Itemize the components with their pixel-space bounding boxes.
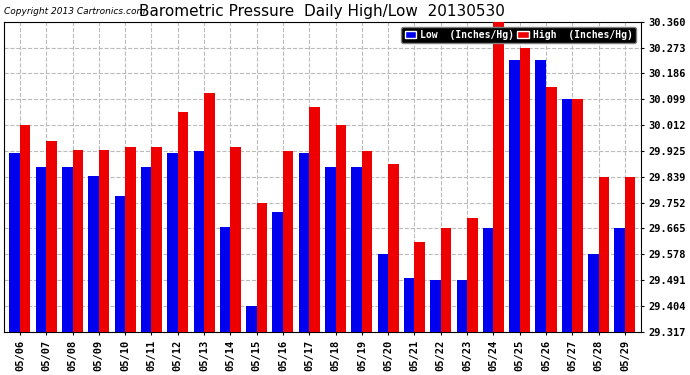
Bar	[178, 112, 188, 332]
Bar	[404, 278, 415, 332]
Text: Copyright 2013 Cartronics.com: Copyright 2013 Cartronics.com	[4, 6, 146, 15]
Bar	[99, 150, 110, 332]
Bar	[257, 202, 267, 332]
Title: Barometric Pressure  Daily High/Low  20130530: Barometric Pressure Daily High/Low 20130…	[139, 4, 505, 19]
Bar	[299, 153, 309, 332]
Bar	[351, 168, 362, 332]
Bar	[204, 93, 215, 332]
Bar	[88, 176, 99, 332]
Bar	[572, 99, 583, 332]
Bar	[588, 254, 599, 332]
Bar	[283, 151, 293, 332]
Bar	[625, 177, 635, 332]
Bar	[614, 228, 625, 332]
Bar	[220, 227, 230, 332]
Bar	[509, 60, 520, 332]
Bar	[230, 147, 241, 332]
Bar	[362, 151, 373, 332]
Bar	[415, 242, 425, 332]
Bar	[62, 168, 72, 332]
Bar	[167, 153, 178, 332]
Bar	[46, 141, 57, 332]
Bar	[72, 150, 83, 332]
Bar	[246, 306, 257, 332]
Bar	[152, 147, 162, 332]
Bar	[36, 168, 46, 332]
Bar	[20, 125, 30, 332]
Bar	[141, 168, 152, 332]
Bar	[431, 280, 441, 332]
Bar	[599, 177, 609, 332]
Bar	[520, 48, 530, 332]
Bar	[483, 228, 493, 332]
Bar	[335, 125, 346, 332]
Bar	[467, 218, 477, 332]
Bar	[441, 228, 451, 332]
Bar	[309, 107, 319, 332]
Bar	[546, 87, 557, 332]
Bar	[457, 280, 467, 332]
Bar	[273, 212, 283, 332]
Bar	[10, 153, 20, 332]
Bar	[125, 147, 136, 332]
Bar	[493, 22, 504, 332]
Bar	[325, 168, 335, 332]
Legend: Low  (Inches/Hg), High  (Inches/Hg): Low (Inches/Hg), High (Inches/Hg)	[401, 27, 635, 44]
Bar	[377, 254, 388, 332]
Bar	[194, 151, 204, 332]
Bar	[115, 196, 125, 332]
Bar	[562, 99, 572, 332]
Bar	[388, 165, 399, 332]
Bar	[535, 60, 546, 332]
